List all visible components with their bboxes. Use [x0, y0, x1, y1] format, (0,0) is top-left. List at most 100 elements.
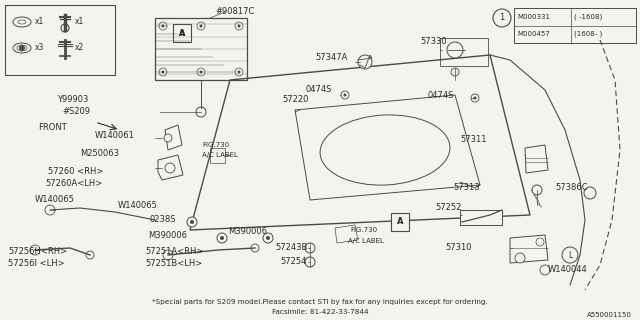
- Text: (1608- ): (1608- ): [574, 31, 602, 37]
- Ellipse shape: [13, 43, 31, 53]
- Text: x1: x1: [75, 18, 84, 27]
- Text: FIG.730: FIG.730: [350, 227, 377, 233]
- Text: 57260A<LH>: 57260A<LH>: [45, 179, 102, 188]
- Circle shape: [251, 244, 259, 252]
- Circle shape: [197, 68, 205, 76]
- Text: 57313: 57313: [453, 183, 479, 193]
- Text: ( -1608): ( -1608): [574, 14, 602, 20]
- Circle shape: [187, 217, 197, 227]
- Circle shape: [61, 24, 69, 32]
- Text: W140065: W140065: [118, 201, 158, 210]
- Circle shape: [86, 251, 94, 259]
- Circle shape: [235, 22, 243, 30]
- Text: #90817C: #90817C: [215, 7, 254, 17]
- Circle shape: [344, 93, 346, 97]
- Circle shape: [237, 70, 241, 74]
- Text: W140065: W140065: [35, 196, 75, 204]
- Text: 57251B<LH>: 57251B<LH>: [145, 259, 202, 268]
- Text: A: A: [179, 28, 185, 37]
- Text: 57347A: 57347A: [315, 52, 348, 61]
- Text: FRONT: FRONT: [38, 124, 67, 132]
- Bar: [440, 38, 488, 66]
- Text: Facsimile: 81-422-33-7844: Facsimile: 81-422-33-7844: [272, 309, 368, 315]
- Circle shape: [562, 247, 578, 263]
- Circle shape: [174, 25, 190, 41]
- Circle shape: [19, 45, 25, 51]
- Circle shape: [536, 238, 544, 246]
- Circle shape: [540, 265, 550, 275]
- Text: 57251A<RH>: 57251A<RH>: [145, 247, 204, 257]
- Text: W140061: W140061: [95, 131, 135, 140]
- Text: 57254: 57254: [280, 258, 307, 267]
- Text: 57256I <LH>: 57256I <LH>: [8, 259, 65, 268]
- Text: 0474S: 0474S: [427, 91, 453, 100]
- Text: 57330: 57330: [420, 37, 447, 46]
- Text: 57252: 57252: [435, 204, 461, 212]
- Circle shape: [30, 245, 40, 255]
- Text: A/C LABEL: A/C LABEL: [348, 238, 384, 244]
- Circle shape: [217, 233, 227, 243]
- Text: #S209: #S209: [62, 108, 90, 116]
- Circle shape: [159, 68, 167, 76]
- Text: A550001150: A550001150: [587, 312, 632, 318]
- Circle shape: [305, 257, 315, 267]
- Text: 0238S: 0238S: [150, 215, 177, 225]
- Text: x2: x2: [75, 44, 84, 52]
- Circle shape: [451, 68, 459, 76]
- Text: A: A: [179, 28, 185, 37]
- Circle shape: [493, 9, 511, 27]
- Circle shape: [45, 205, 55, 215]
- Text: 57243B: 57243B: [275, 244, 307, 252]
- Circle shape: [474, 97, 477, 100]
- Text: 57310: 57310: [445, 244, 472, 252]
- Circle shape: [515, 253, 525, 263]
- Text: M390006: M390006: [148, 230, 187, 239]
- Text: *Special parts for S209 model.Please contact STI by fax for any inquiries except: *Special parts for S209 model.Please con…: [152, 299, 488, 305]
- Circle shape: [220, 236, 224, 240]
- Circle shape: [164, 134, 172, 142]
- Text: M390006: M390006: [228, 228, 267, 236]
- Circle shape: [200, 70, 202, 74]
- Circle shape: [266, 236, 270, 240]
- Circle shape: [163, 250, 173, 260]
- Circle shape: [305, 243, 315, 253]
- Text: A: A: [397, 218, 403, 227]
- Circle shape: [159, 22, 167, 30]
- Text: 57260 <RH>: 57260 <RH>: [48, 167, 104, 177]
- Circle shape: [161, 25, 164, 28]
- Text: M000457: M000457: [517, 31, 550, 37]
- Circle shape: [532, 185, 542, 195]
- Circle shape: [471, 94, 479, 102]
- Circle shape: [196, 107, 206, 117]
- Text: Y99903: Y99903: [57, 95, 88, 105]
- Bar: [173, 24, 191, 42]
- Text: FIG.730: FIG.730: [202, 142, 229, 148]
- Bar: [514, 8, 636, 43]
- Circle shape: [165, 163, 175, 173]
- Text: M250063: M250063: [80, 148, 119, 157]
- Bar: [460, 210, 502, 225]
- Bar: [391, 213, 409, 231]
- Circle shape: [161, 70, 164, 74]
- Text: 1: 1: [499, 13, 504, 22]
- Circle shape: [235, 68, 243, 76]
- Circle shape: [358, 55, 372, 69]
- Circle shape: [263, 233, 273, 243]
- Bar: [155, 18, 247, 80]
- Circle shape: [341, 91, 349, 99]
- Ellipse shape: [13, 17, 31, 27]
- Text: 57311: 57311: [460, 135, 486, 145]
- Text: 57256H<RH>: 57256H<RH>: [8, 247, 67, 257]
- Text: x3: x3: [35, 44, 44, 52]
- Text: A/C LABEL: A/C LABEL: [202, 152, 238, 158]
- Text: W140044: W140044: [548, 266, 588, 275]
- Text: L: L: [568, 251, 572, 260]
- Text: 57220: 57220: [282, 95, 308, 105]
- Circle shape: [200, 25, 202, 28]
- Text: 57386C: 57386C: [555, 183, 588, 193]
- Circle shape: [447, 42, 463, 58]
- Ellipse shape: [18, 20, 26, 24]
- Text: x1: x1: [35, 18, 44, 27]
- Circle shape: [584, 187, 596, 199]
- Circle shape: [190, 220, 194, 224]
